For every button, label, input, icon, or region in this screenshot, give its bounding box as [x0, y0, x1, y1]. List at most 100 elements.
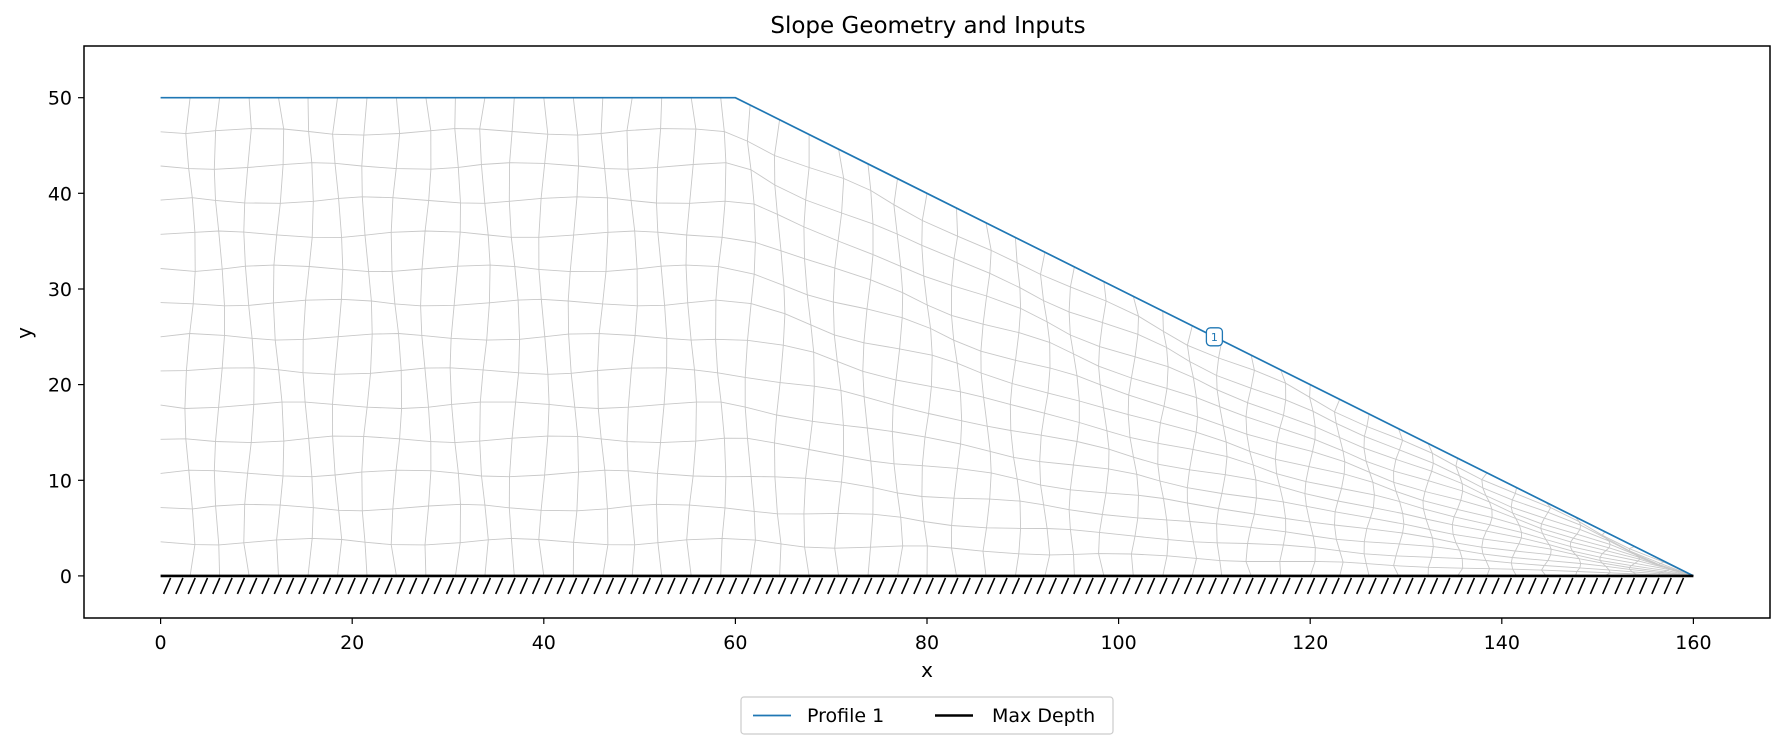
y-axis-ticks: 0 10 20 30 40 50 — [48, 88, 84, 588]
hatch-mark — [728, 577, 738, 595]
mesh-line — [685, 97, 697, 576]
x-tick-label: 120 — [1292, 632, 1328, 654]
hatch-mark — [1651, 577, 1660, 595]
y-tick-label: 40 — [48, 183, 72, 205]
hatch-mark — [1159, 577, 1168, 595]
hatch-mark — [630, 577, 639, 595]
hatch-mark — [740, 577, 750, 595]
hatch-mark — [1220, 577, 1230, 595]
hatch-mark — [162, 577, 172, 595]
mesh-layer — [160, 97, 1694, 577]
hatch-mark — [777, 577, 787, 595]
hatch-mark — [1565, 577, 1574, 595]
mesh-line — [272, 97, 285, 576]
mesh-line — [332, 97, 344, 576]
mesh-line — [832, 149, 845, 576]
x-tick-label: 0 — [155, 632, 167, 654]
hatch-mark — [531, 577, 541, 595]
profile-tag-box — [1205, 327, 1224, 347]
legend-box — [740, 696, 1114, 735]
hatch-mark — [863, 577, 873, 595]
hatch-mark — [285, 577, 295, 595]
x-axis-label: x — [921, 658, 933, 682]
hatch-mark — [1478, 577, 1488, 595]
hatch-mark — [1392, 577, 1402, 595]
hatch-mark — [1245, 577, 1254, 595]
mesh-line — [1274, 369, 1287, 576]
hatch-mark — [950, 577, 959, 595]
hatch-mark — [839, 577, 848, 595]
mesh-line — [390, 97, 403, 576]
hatch-mark — [876, 577, 885, 595]
x-tick-label: 140 — [1484, 632, 1520, 654]
hatch-mark — [1417, 577, 1426, 595]
mesh-line — [1245, 355, 1257, 577]
mesh-line — [803, 134, 815, 576]
hatch-mark — [1109, 577, 1119, 595]
hatch-mark — [1196, 577, 1205, 595]
mesh-line — [951, 207, 963, 576]
hatch-mark — [482, 577, 492, 595]
hatch-mark — [962, 577, 971, 595]
hatch-mark — [408, 577, 418, 595]
mesh-line — [1039, 252, 1051, 577]
x-tick-label: 40 — [532, 632, 556, 654]
mesh-line — [449, 97, 461, 576]
hatch-mark — [1540, 577, 1549, 595]
hatch-mark — [1319, 577, 1328, 595]
hatch-mark — [691, 577, 701, 595]
mesh-line — [921, 193, 933, 576]
x-tick-label: 60 — [723, 632, 747, 654]
hatch-mark — [1343, 577, 1353, 595]
hatch-mark — [1405, 577, 1414, 595]
hatch-mark — [667, 577, 676, 595]
mesh-line — [1068, 266, 1080, 576]
hatch-mark — [384, 577, 393, 595]
hatch-mark — [1466, 577, 1476, 595]
mesh-line — [302, 97, 314, 576]
hatch-mark — [1368, 577, 1377, 595]
hatch-mark — [765, 577, 775, 595]
mesh-line — [538, 97, 550, 576]
legend-label-max-depth: Max Depth — [992, 705, 1095, 727]
hatch-mark — [974, 577, 984, 595]
mesh-line — [862, 163, 874, 576]
hatch-mark — [913, 577, 922, 595]
mesh-line — [1451, 458, 1464, 577]
hatch-mark — [1183, 577, 1193, 595]
mesh-line — [597, 97, 609, 576]
legend: Profile 1 Max Depth — [740, 696, 1114, 735]
hatch-mark — [851, 577, 861, 595]
hatch-mark — [1036, 577, 1045, 595]
hatch-mark — [1232, 577, 1242, 595]
hatch-mark — [1589, 577, 1599, 595]
mesh-line — [1127, 296, 1139, 576]
mesh-line — [1009, 237, 1022, 576]
hatch-mark — [544, 577, 553, 595]
hatch-mark — [248, 577, 258, 595]
hatch-mark — [335, 577, 344, 595]
x-tick-label: 100 — [1100, 632, 1136, 654]
hatch-mark — [1601, 577, 1611, 595]
hatch-mark — [1134, 577, 1144, 595]
mesh-line — [1569, 516, 1582, 577]
hatch-mark — [642, 577, 652, 595]
hatch-mark — [581, 577, 590, 595]
mesh-line — [213, 97, 225, 576]
hatch-mark — [1552, 577, 1562, 595]
mesh-line — [1216, 340, 1228, 576]
hatch-mark — [175, 577, 184, 595]
hatch-mark — [1429, 577, 1439, 595]
hatch-mark — [704, 577, 713, 595]
mesh-line — [891, 178, 904, 576]
hatch-mark — [617, 577, 627, 595]
hatch-mark — [322, 577, 332, 595]
hatch-mark — [1515, 577, 1525, 595]
y-tick-label: 10 — [48, 470, 72, 492]
annotation-layer: 1 — [1205, 327, 1224, 347]
hatch-mark — [212, 577, 221, 595]
hatch-mark — [1269, 577, 1279, 595]
hatch-mark — [888, 577, 898, 595]
mesh-line — [1393, 428, 1405, 577]
mesh-line — [361, 97, 373, 576]
